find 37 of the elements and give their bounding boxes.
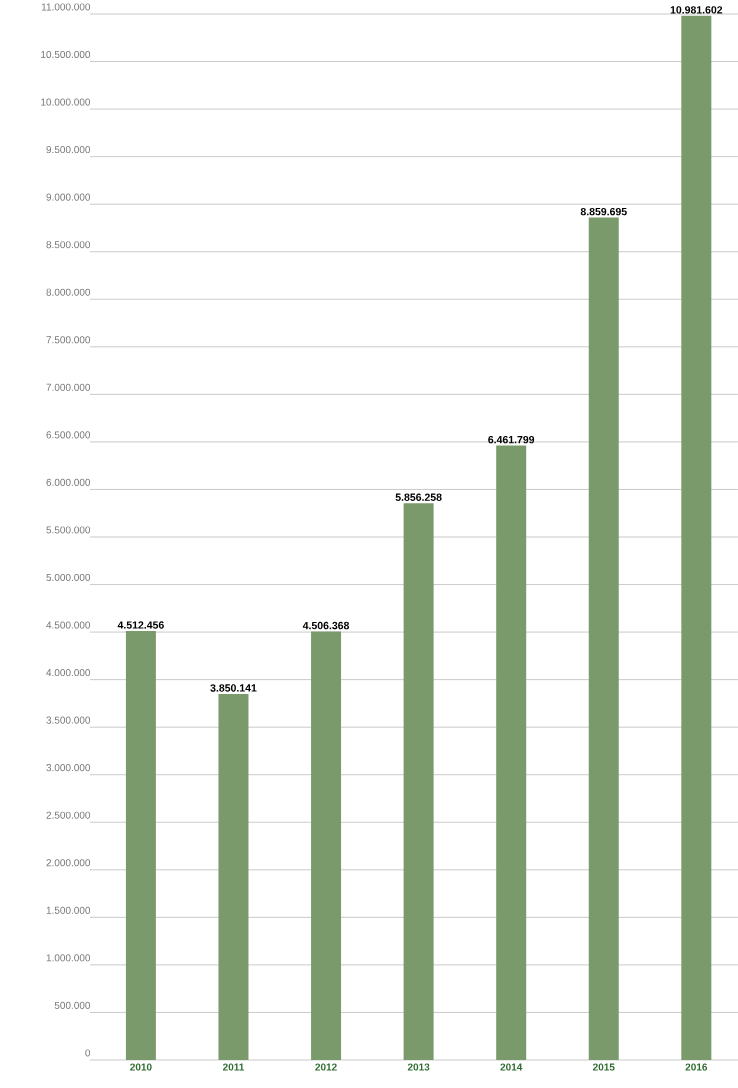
y-tick-label: 8.500.000 [46,241,91,249]
y-tick-label: 9.500.000 [46,146,91,154]
x-tick-label: 2013 [407,1063,430,1071]
x-tick-label: 2011 [222,1063,245,1071]
y-tick-label: 4.000.000 [46,669,91,677]
x-tick-label: 2010 [130,1063,152,1071]
data-label: 4.506.368 [302,621,350,630]
y-tick-label: 4.500.000 [46,621,91,629]
data-label: 6.461.799 [488,435,535,444]
x-tick-label: 2016 [685,1063,708,1071]
data-label: 5.856.258 [395,493,442,501]
y-tick-label: 10.000.000 [41,98,91,106]
y-tick-label: 7.500.000 [46,336,91,344]
y-tick-label: 7.000.000 [46,383,91,391]
y-tick-label: 11.000.000 [41,3,91,11]
x-tick-label: 2012 [315,1063,337,1071]
y-tick-label: 0 [85,1049,91,1057]
y-tick-label: 1.000.000 [46,954,91,962]
y-tick-label: 2.500.000 [46,811,91,819]
data-label: 4.512.456 [117,621,164,629]
y-tick-label: 2.000.000 [46,859,91,867]
y-tick-label: 10.500.000 [41,50,91,59]
data-label: 10.981.602 [670,6,723,14]
y-tick-label: 9.000.000 [46,193,91,201]
y-tick-label: 8.000.000 [46,288,91,296]
y-tick-label: 500.000 [54,1001,91,1009]
y-tick-label: 5.500.000 [46,526,91,534]
y-tick-label: 3.000.000 [46,764,91,772]
data-label: 3.850.141 [210,684,257,692]
x-tick-label: 2015 [592,1063,615,1071]
y-tick-label: 6.500.000 [46,431,91,439]
y-tick-label: 1.500.000 [46,906,91,914]
y-tick-label: 3.500.000 [46,716,91,724]
data-label: 8.859.695 [580,207,627,216]
x-tick-label: 2014 [500,1063,523,1071]
y-tick-label: 6.000.000 [46,478,91,486]
y-tick-label: 5.000.000 [46,573,91,582]
